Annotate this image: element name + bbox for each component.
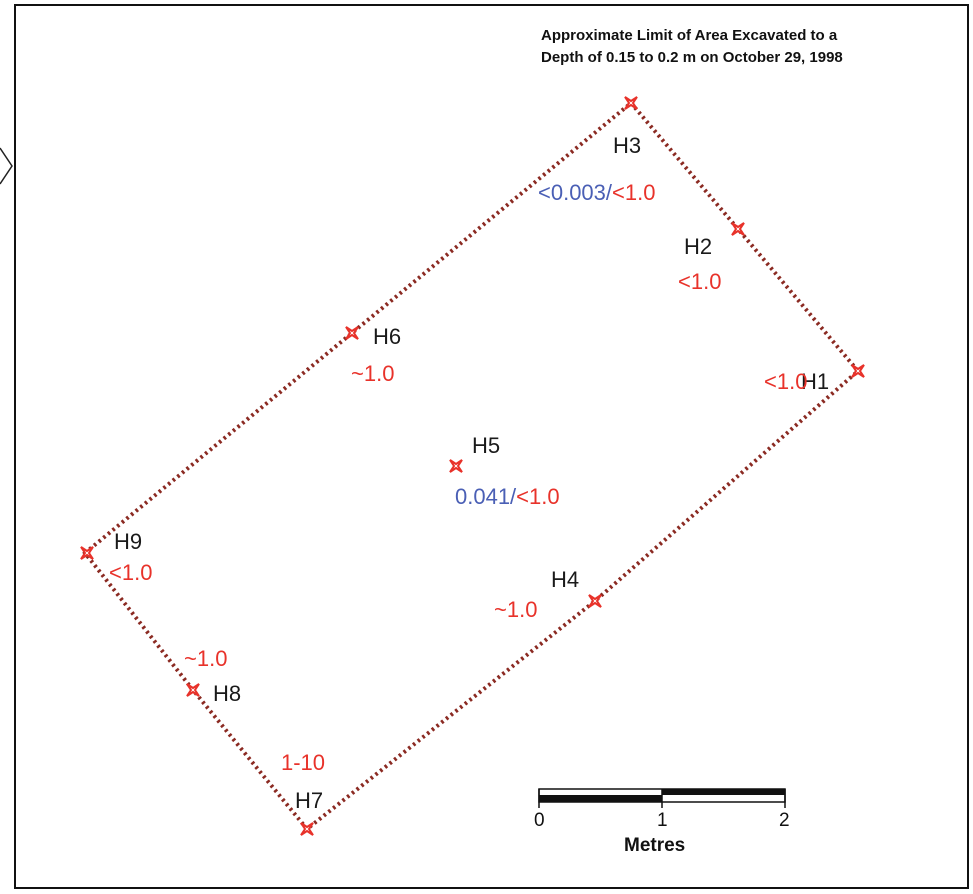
sample-point-h8: H8 ~1.0 — [184, 646, 241, 706]
sample-marker-icon — [588, 594, 602, 608]
sample-point-h1: H1 <1.0 — [764, 364, 865, 394]
sample-id: H5 — [472, 433, 500, 458]
map-title-line2: Depth of 0.15 to 0.2 m on October 29, 19… — [541, 49, 843, 66]
sample-point-h4: H4 ~1.0 — [494, 567, 602, 622]
scale-bar-segment-black — [539, 795, 662, 802]
scale-bar-tick-label: 1 — [657, 810, 668, 831]
sample-value-red: <1.0 — [516, 484, 559, 509]
sample-marker-icon — [80, 546, 94, 560]
sample-id: H9 — [114, 529, 142, 554]
sample-marker-icon — [300, 822, 314, 836]
sample-value-blue: <0.003/ — [538, 180, 613, 205]
edge-marker — [0, 147, 13, 185]
sample-id: H4 — [551, 567, 579, 592]
sample-point-h9: H9 <1.0 — [80, 529, 152, 585]
sample-point-h2: H2 <1.0 — [678, 222, 745, 294]
scale-bar-segment-black — [662, 789, 785, 795]
sample-id: H8 — [213, 681, 241, 706]
sample-value-red: <1.0 — [678, 269, 721, 294]
sample-point-h5: H5 0.041/<1.0 — [449, 433, 560, 509]
sample-id: H1 — [801, 369, 829, 394]
sample-id: H7 — [295, 788, 323, 813]
sample-marker-icon — [186, 683, 200, 697]
scale-bar-tick-label: 2 — [779, 810, 790, 831]
sample-value-red: <1.0 — [612, 180, 655, 205]
sample-marker-icon — [449, 459, 463, 473]
map-frame — [14, 4, 969, 889]
sample-value-red: ~1.0 — [494, 597, 537, 622]
sample-point-h3: H3 <0.003/<1.0 — [538, 96, 655, 205]
sample-value-red: <1.0 — [109, 560, 152, 585]
scale-bar-tick-label: 0 — [534, 810, 545, 831]
sample-marker-icon — [851, 364, 865, 378]
sample-value-blue: 0.041/ — [455, 484, 517, 509]
sample-id: H6 — [373, 324, 401, 349]
scale-bar: 0 1 2 Metres — [534, 788, 790, 856]
sample-value-red: 1-10 — [281, 750, 325, 775]
sample-value-red: ~1.0 — [351, 361, 394, 386]
sample-point-h6: H6 ~1.0 — [345, 324, 401, 386]
sample-point-h7: H7 1-10 — [281, 750, 325, 836]
excavation-boundary — [82, 100, 861, 832]
sample-marker-icon — [731, 222, 745, 236]
scale-bar-unit: Metres — [624, 835, 685, 856]
sample-id: H2 — [684, 234, 712, 259]
sample-value: <0.003/<1.0 — [538, 180, 655, 205]
map-title-line1: Approximate Limit of Area Excavated to a — [541, 27, 838, 44]
sample-value-red: <1.0 — [764, 369, 807, 394]
sample-value: 0.041/<1.0 — [455, 484, 560, 509]
sample-marker-icon — [345, 326, 359, 340]
sample-id: H3 — [613, 133, 641, 158]
sample-marker-icon — [624, 96, 638, 110]
sample-value-red: ~1.0 — [184, 646, 227, 671]
